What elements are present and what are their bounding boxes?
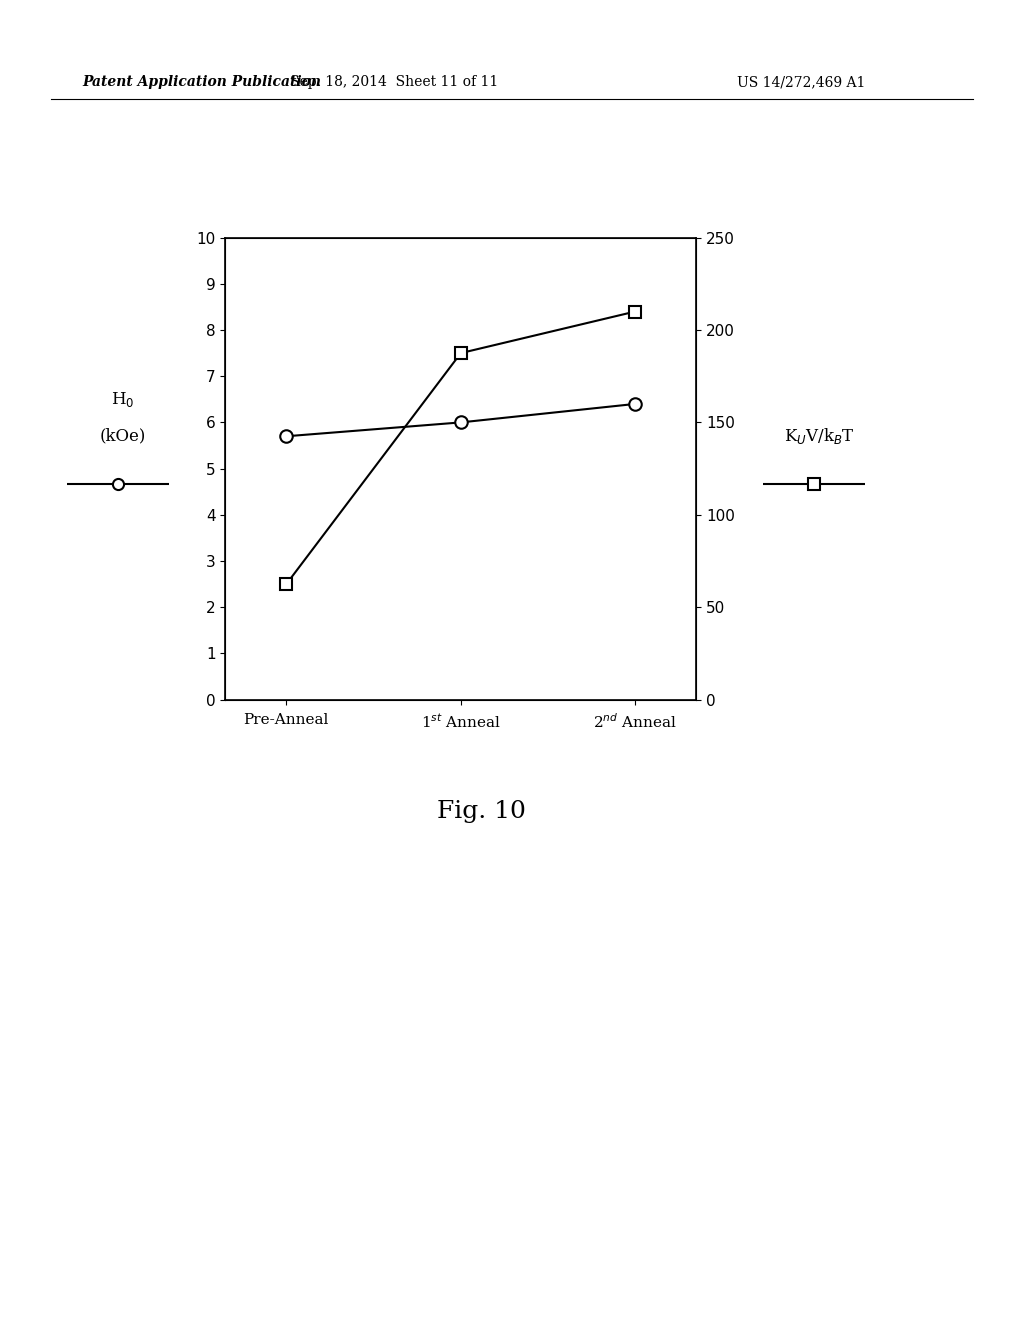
Text: K$_U$V/k$_B$T: K$_U$V/k$_B$T (783, 426, 855, 446)
Text: Patent Application Publication: Patent Application Publication (82, 75, 321, 88)
Text: Sep. 18, 2014  Sheet 11 of 11: Sep. 18, 2014 Sheet 11 of 11 (290, 75, 499, 88)
Text: (kOe): (kOe) (99, 428, 146, 445)
Text: Fig. 10: Fig. 10 (437, 800, 525, 824)
Text: H$_0$: H$_0$ (112, 389, 134, 409)
Text: US 14/272,469 A1: US 14/272,469 A1 (737, 75, 865, 88)
